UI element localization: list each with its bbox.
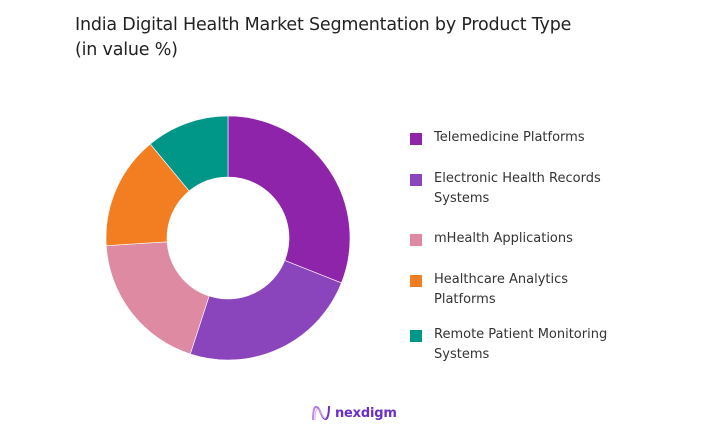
chart-title-line2: (in value %) xyxy=(75,40,178,60)
donut-chart-svg xyxy=(105,115,351,361)
donut-slice[interactable] xyxy=(149,115,229,192)
legend-item-remote-monitoring[interactable]: Remote Patient Monitoring Systems xyxy=(410,325,629,365)
wave-n-logo-icon xyxy=(312,405,330,421)
legend-swatch-icon xyxy=(410,330,422,342)
legend-swatch-icon xyxy=(410,174,422,186)
chart-title: India Digital Health Market Segmentation… xyxy=(75,13,675,63)
legend-item-telemedicine[interactable]: Telemedicine Platforms xyxy=(410,128,634,148)
legend-swatch-icon xyxy=(410,234,422,246)
legend-item-ehr[interactable]: Electronic Health Records Systems xyxy=(410,169,624,209)
legend-label: mHealth Applications xyxy=(434,231,573,246)
donut-slice[interactable] xyxy=(105,241,210,355)
legend-label: Remote Patient Monitoring Systems xyxy=(434,327,608,362)
donut-chart xyxy=(100,110,360,370)
legend-swatch-icon xyxy=(410,275,422,287)
legend-item-analytics[interactable]: Healthcare Analytics Platforms xyxy=(410,270,604,310)
brand-logo: nexdigm xyxy=(311,404,397,422)
legend-swatch-icon xyxy=(410,133,422,145)
legend-label: Healthcare Analytics Platforms xyxy=(434,272,569,307)
legend-label: Telemedicine Platforms xyxy=(434,130,585,145)
brand-name: nexdigm xyxy=(335,405,397,421)
chart-title-line1: India Digital Health Market Segmentation… xyxy=(75,15,572,35)
donut-slice[interactable] xyxy=(227,115,351,284)
legend-item-mhealth[interactable]: mHealth Applications xyxy=(410,229,634,249)
legend-label: Electronic Health Records Systems xyxy=(434,171,601,206)
donut-slice[interactable] xyxy=(189,260,342,361)
